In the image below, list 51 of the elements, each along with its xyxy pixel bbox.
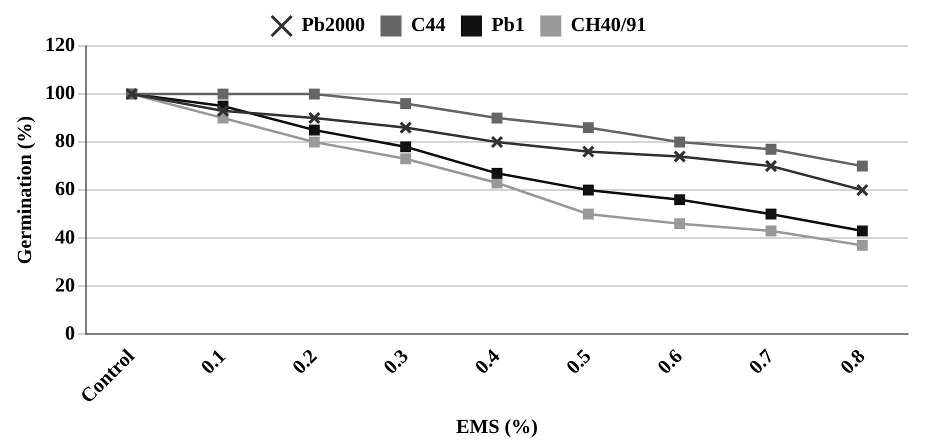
legend-label: Pb1 [491,14,525,36]
point [766,144,776,155]
point [856,184,869,197]
point [856,160,868,172]
legend-label: C44 [411,14,446,36]
point [216,104,230,118]
point [218,88,228,100]
x-tick-label: 0.2 [288,345,322,379]
y-tick-label: 20 [55,274,75,296]
y-axis-title: Germination (%) [14,116,36,264]
point [582,184,594,196]
x-tick-label: 0.8 [836,345,870,379]
point [308,124,320,136]
point [400,141,412,152]
x-tick-label: 0.5 [562,345,596,379]
x-tick-label: 0.7 [744,345,778,379]
legend-label: Pb2000 [302,14,366,36]
point [856,240,868,251]
point [582,145,595,158]
point [399,121,412,134]
y-tick-label: 40 [55,226,75,248]
point [674,218,686,230]
point [308,88,320,100]
point [400,153,412,164]
point [492,168,502,179]
point [766,225,776,236]
x-tick-label: 0.4 [470,345,504,379]
point [308,136,320,148]
point [764,160,778,173]
y-tick-label: 100 [45,82,75,104]
x-tick-label: 0.3 [380,345,413,379]
point [856,225,868,236]
point [308,112,321,124]
y-tick-label: 80 [55,130,75,152]
point [492,112,502,124]
x-tick-label: 0.1 [196,345,230,379]
point [582,208,594,220]
point [582,122,594,134]
point [766,208,776,220]
point [673,150,686,163]
point [400,98,412,110]
x-tick-label: 0.6 [654,345,687,379]
x-axis-title: EMS (%) [456,416,538,438]
y-tick-label: 120 [45,34,75,56]
point [492,177,502,188]
legend-label: CH40/91 [570,14,646,36]
point [674,136,686,148]
point [674,194,686,206]
point [490,136,504,148]
y-tick-label: 60 [55,178,75,200]
y-tick-label: 0 [65,322,75,344]
